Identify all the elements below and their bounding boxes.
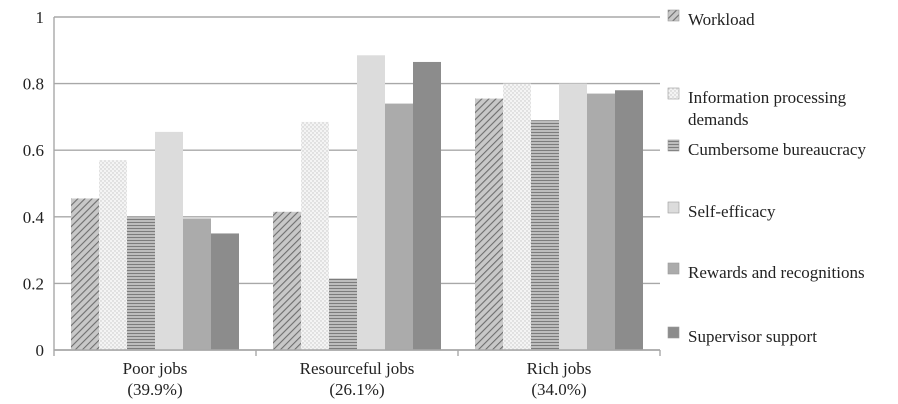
- legend-swatch: [667, 326, 680, 339]
- bar: [71, 198, 99, 350]
- bar: [301, 121, 329, 351]
- y-tick-label: 0.8: [23, 75, 44, 94]
- y-tick-label: 0: [36, 341, 45, 360]
- bar: [475, 98, 503, 351]
- legend-swatch: [667, 262, 680, 275]
- bar: [357, 55, 385, 351]
- bar: [587, 93, 615, 350]
- x-category-label: Resourceful jobs (26.1%): [300, 359, 415, 399]
- bar: [155, 131, 183, 350]
- x-category-label: Poor jobs (39.9%): [123, 359, 188, 399]
- legend-label: Supervisor support: [688, 327, 817, 346]
- bar: [273, 211, 301, 350]
- bar: [503, 83, 531, 350]
- legend-label: Rewards and recognitions: [688, 263, 865, 282]
- bar: [183, 218, 211, 350]
- y-tick-label: 1: [36, 8, 45, 27]
- y-tick-label: 0.4: [23, 208, 45, 227]
- bar: [413, 61, 441, 351]
- legend-label: Workload: [688, 10, 755, 29]
- bar: [531, 120, 559, 350]
- bar: [385, 103, 413, 350]
- y-tick-label: 0.6: [23, 141, 44, 160]
- legend-label: Self-efficacy: [688, 202, 776, 221]
- legend-label: Cumbersome bureaucracy: [688, 140, 866, 159]
- y-tick-label: 0.2: [23, 274, 44, 293]
- legend-swatch: [667, 201, 680, 214]
- bar: [99, 160, 127, 350]
- legend-swatch: [667, 139, 680, 152]
- legend-swatch: [667, 9, 680, 22]
- x-category-label: Rich jobs (34.0%): [527, 359, 592, 399]
- bar: [211, 233, 239, 350]
- bar: [615, 90, 643, 350]
- bar: [329, 278, 357, 350]
- legend-swatch: [667, 87, 680, 100]
- bar: [127, 216, 155, 350]
- legend-label: Information processing demands: [688, 88, 847, 129]
- bar: [559, 83, 587, 350]
